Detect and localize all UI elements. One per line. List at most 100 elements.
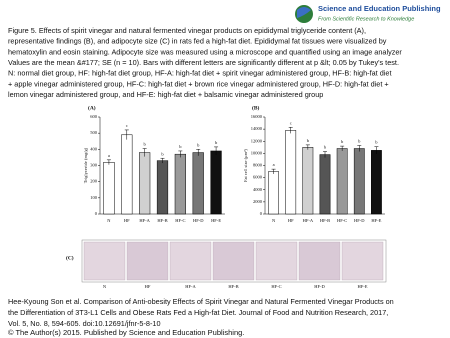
image-frame (81, 239, 387, 283)
significance-letter: b (324, 145, 327, 150)
x-tick-label: HF-A (139, 218, 150, 223)
y-tick-label: 4000 (253, 187, 263, 192)
citation-line: the Differentiation of 3T3-L1 Cells and … (8, 308, 388, 317)
bar (353, 148, 365, 215)
y-tick-label: 200 (90, 179, 98, 184)
x-tick-label: HF-E (371, 218, 381, 223)
error-bar (357, 145, 362, 152)
y-tick-label: 14000 (251, 126, 263, 131)
caption-line: representative findings (B), and adipocy… (8, 37, 387, 46)
significance-letter: b (341, 139, 344, 144)
bar (336, 148, 348, 215)
significance-letter: b (197, 142, 200, 147)
micrograph-label: HF-D (314, 284, 325, 289)
x-tick-label: HF-B (157, 218, 167, 223)
micrograph-label: HF-A (185, 284, 196, 289)
error-bar (160, 157, 165, 164)
panel-label: (B) (252, 104, 260, 111)
significance-letter: b (215, 140, 218, 145)
caption-line: Values are the mean &#177; SE (n = 10). … (8, 58, 399, 67)
panel-label: (A) (88, 104, 96, 111)
x-tick-label: HF-C (337, 218, 347, 223)
caption-line: N: normal diet group, HF: high-fat diet … (8, 69, 391, 78)
error-bar (142, 148, 147, 157)
micrograph-label: HF-C (271, 284, 281, 289)
x-tick-label: HF-D (193, 218, 204, 223)
significance-letter: b (144, 142, 147, 147)
bar (192, 152, 204, 215)
caption-line: lemon vinegar administered group, and HF… (8, 90, 323, 99)
y-tick-label: 0 (260, 211, 263, 216)
bar (210, 150, 222, 215)
error-bar (305, 144, 310, 150)
bar (139, 152, 151, 215)
bar (174, 153, 186, 215)
y-axis-label: Fat cell size (μm²) (243, 149, 248, 182)
panel-c: (C) N HF HF-A HF-B HF-C HF-D HF-E (66, 239, 387, 289)
micrograph (255, 241, 298, 281)
y-tick-label: 500 (90, 130, 98, 135)
error-bar (323, 151, 327, 158)
error-bar (178, 150, 183, 158)
significance-letter: b (307, 138, 310, 143)
citation: Hee-Kyoung Son et al. Comparison of Anti… (8, 297, 394, 328)
significance-letter: c (126, 123, 128, 128)
y-tick-label: 100 (90, 195, 98, 200)
bar (371, 150, 382, 215)
y-tick-label: 300 (90, 163, 98, 168)
caption-line: hematoxylin and eosin staining. Adipocyt… (8, 47, 402, 56)
micrograph (341, 241, 384, 281)
bar (285, 130, 297, 215)
y-tick-label: 6000 (253, 175, 263, 180)
copyright: © The Author(s) 2015. Published by Scien… (8, 328, 244, 337)
y-tick-label: 8000 (253, 163, 263, 168)
bar (103, 162, 115, 215)
y-tick-label: 12000 (251, 138, 263, 143)
micrograph-label: HF-B (228, 284, 238, 289)
citation-line: Hee-Kyoung Son et al. Comparison of Anti… (8, 297, 394, 306)
significance-letter: c (290, 120, 292, 125)
tagline: From Scientific Research to Knowledge (318, 16, 414, 22)
y-axis-label: Triglyceride (mg/g) (83, 147, 88, 183)
micrograph (169, 241, 212, 281)
figure: (A) Triglyceride (mg/g) 0 100 200 300 400 500 60… (83, 104, 385, 223)
micrograph (212, 241, 255, 281)
x-tick-label: HF-A (303, 218, 314, 223)
significance-letter: b (375, 140, 378, 145)
micrograph (298, 241, 341, 281)
x-tick-label: N (272, 218, 276, 223)
x-tick-label: HF-C (175, 218, 185, 223)
significance-letter: b (358, 139, 361, 144)
y-tick-label: 10000 (251, 150, 263, 155)
micrograph (126, 241, 169, 281)
significance-letter: b (161, 151, 164, 156)
x-tick-label: HF-D (354, 218, 365, 223)
y-tick-label: 2000 (253, 199, 263, 204)
error-bar (374, 146, 379, 154)
error-bar (288, 127, 293, 134)
bar (319, 154, 331, 215)
x-tick-label: HF-E (211, 218, 221, 223)
error-bar (340, 145, 345, 151)
micrograph-label: HF-E (358, 284, 368, 289)
panel-label: (C) (66, 254, 74, 261)
x-tick-label: HF-B (320, 218, 330, 223)
x-tick-label: N (107, 218, 111, 223)
micrograph-label: HF (145, 284, 151, 289)
y-tick-label: 0 (95, 211, 98, 216)
bar (302, 147, 314, 215)
error-bar (196, 149, 201, 156)
x-tick-label: HF (288, 218, 294, 223)
significance-letter: a (108, 153, 110, 158)
bar (121, 134, 133, 215)
significance-letter: a (273, 162, 275, 167)
caption-line: + apple vinegar administered group, HF-C… (8, 79, 389, 88)
bar (156, 160, 169, 215)
caption: Figure 5. Effects of spirit vinegar and … (8, 26, 402, 99)
y-tick-label: 16000 (251, 114, 263, 119)
error-bar (106, 159, 111, 165)
y-tick-label: 600 (90, 114, 98, 119)
error-bar (271, 168, 276, 174)
